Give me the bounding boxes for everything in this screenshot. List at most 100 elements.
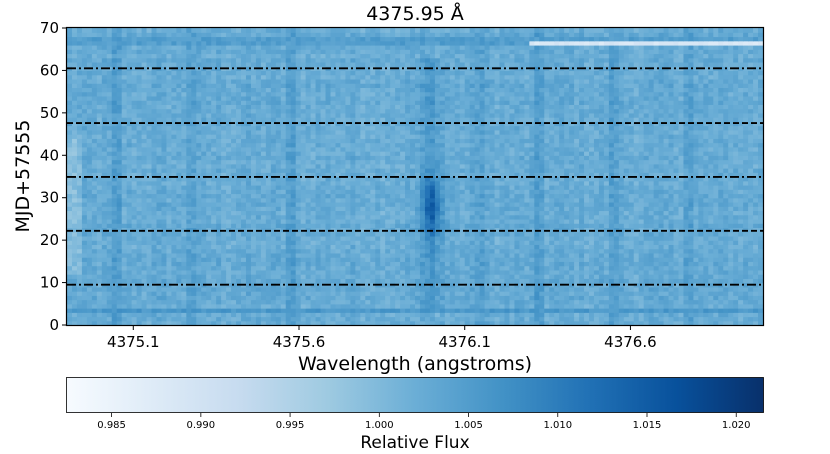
heatmap-cell xyxy=(370,274,376,279)
heatmap-cell xyxy=(131,180,138,186)
heatmap-cell xyxy=(743,316,749,322)
heatmap-cell xyxy=(166,312,172,318)
heatmap-cell xyxy=(628,265,635,271)
heatmap-cell xyxy=(623,291,630,296)
heatmap-cell xyxy=(320,312,327,318)
heatmap-cell xyxy=(315,231,322,237)
heatmap-cell xyxy=(265,180,272,186)
heatmap-cell xyxy=(519,240,525,245)
heatmap-cell xyxy=(131,244,138,250)
heatmap-cell xyxy=(91,261,98,267)
heatmap-cell xyxy=(415,193,421,199)
heatmap-cell xyxy=(86,206,93,212)
heatmap-cell xyxy=(673,244,680,250)
heatmap-cell xyxy=(67,274,73,279)
heatmap-cell xyxy=(186,184,192,190)
heatmap-cell xyxy=(191,312,197,318)
heatmap-cell xyxy=(673,257,680,262)
heatmap-cell xyxy=(126,189,133,195)
heatmap-cell xyxy=(758,248,764,254)
heatmap-cell xyxy=(370,172,376,178)
heatmap-cell xyxy=(519,316,525,322)
heatmap-cell xyxy=(161,316,168,322)
heatmap-cell xyxy=(663,176,670,182)
heatmap-cell xyxy=(598,257,605,262)
heatmap-cell xyxy=(474,265,481,271)
heatmap-cell xyxy=(484,274,491,279)
heatmap-cell xyxy=(76,308,83,313)
heatmap-cell xyxy=(166,299,172,305)
heatmap-cell xyxy=(76,223,83,229)
heatmap-cell xyxy=(211,252,217,258)
heatmap-cell xyxy=(355,201,361,207)
heatmap-cell xyxy=(410,206,416,212)
heatmap-cell xyxy=(260,257,267,262)
heatmap-cell xyxy=(295,210,302,216)
heatmap-cell xyxy=(539,206,545,212)
heatmap-cell xyxy=(539,286,545,292)
heatmap-cell xyxy=(320,248,327,254)
heatmap-cell xyxy=(345,176,351,182)
heatmap-cell xyxy=(171,252,177,258)
heatmap-cell xyxy=(221,176,227,182)
heatmap-cell xyxy=(688,316,694,322)
heatmap-cell xyxy=(141,320,148,326)
heatmap-cell xyxy=(81,240,88,245)
heatmap-cell xyxy=(529,312,535,318)
heatmap-cell xyxy=(280,295,287,301)
heatmap-cell xyxy=(424,291,431,296)
heatmap-cell xyxy=(81,320,88,326)
heatmap-cell xyxy=(439,320,446,326)
heatmap-cell xyxy=(628,231,635,237)
heatmap-cell xyxy=(320,235,327,241)
heatmap-cell xyxy=(350,240,356,245)
heatmap-cell xyxy=(131,257,138,262)
heatmap-cell xyxy=(335,257,342,262)
heatmap-cell xyxy=(221,184,227,190)
heatmap-cell xyxy=(434,214,441,220)
heatmap-cell xyxy=(638,218,645,224)
heatmap-cell xyxy=(186,248,192,254)
heatmap-cell xyxy=(355,231,361,237)
heatmap-cell xyxy=(603,223,610,229)
heatmap-cell xyxy=(439,197,446,203)
heatmap-cell xyxy=(743,299,749,305)
heatmap-cell xyxy=(683,197,690,203)
heatmap-cell xyxy=(504,274,511,279)
heatmap-cell xyxy=(469,286,476,292)
heatmap-cell xyxy=(91,252,98,258)
heatmap-cell xyxy=(196,197,202,203)
heatmap-cell xyxy=(509,303,516,309)
heatmap-cell xyxy=(196,303,202,309)
heatmap-cell xyxy=(216,316,222,322)
heatmap-cell xyxy=(618,231,625,237)
heatmap-cell xyxy=(111,240,118,245)
heatmap-cell xyxy=(166,176,172,182)
heatmap-cell xyxy=(439,257,446,262)
heatmap-cell xyxy=(410,269,416,275)
heatmap-cell xyxy=(474,248,481,254)
heatmap-cell xyxy=(355,299,361,305)
heatmap-cell xyxy=(698,295,704,301)
heatmap-cell xyxy=(603,308,610,313)
heatmap-cell xyxy=(370,316,376,322)
heatmap-cell xyxy=(141,261,148,267)
heatmap-cell xyxy=(529,180,535,186)
heatmap-cell xyxy=(638,189,645,195)
heatmap-cell xyxy=(693,278,699,284)
heatmap-cell xyxy=(360,295,366,301)
heatmap-cell xyxy=(534,308,540,313)
heatmap-cell xyxy=(410,244,416,250)
heatmap-cell xyxy=(499,189,506,195)
heatmap-cell xyxy=(415,291,421,296)
heatmap-cell xyxy=(146,261,153,267)
heatmap-cell xyxy=(743,286,749,292)
heatmap-cell xyxy=(71,214,78,220)
heatmap-cell xyxy=(673,299,680,305)
heatmap-cell xyxy=(703,193,709,199)
heatmap-cell xyxy=(464,227,471,233)
heatmap-cell xyxy=(355,308,361,313)
heatmap-cell xyxy=(186,197,192,203)
heatmap-cell xyxy=(429,223,436,229)
heatmap-cell xyxy=(449,189,456,195)
